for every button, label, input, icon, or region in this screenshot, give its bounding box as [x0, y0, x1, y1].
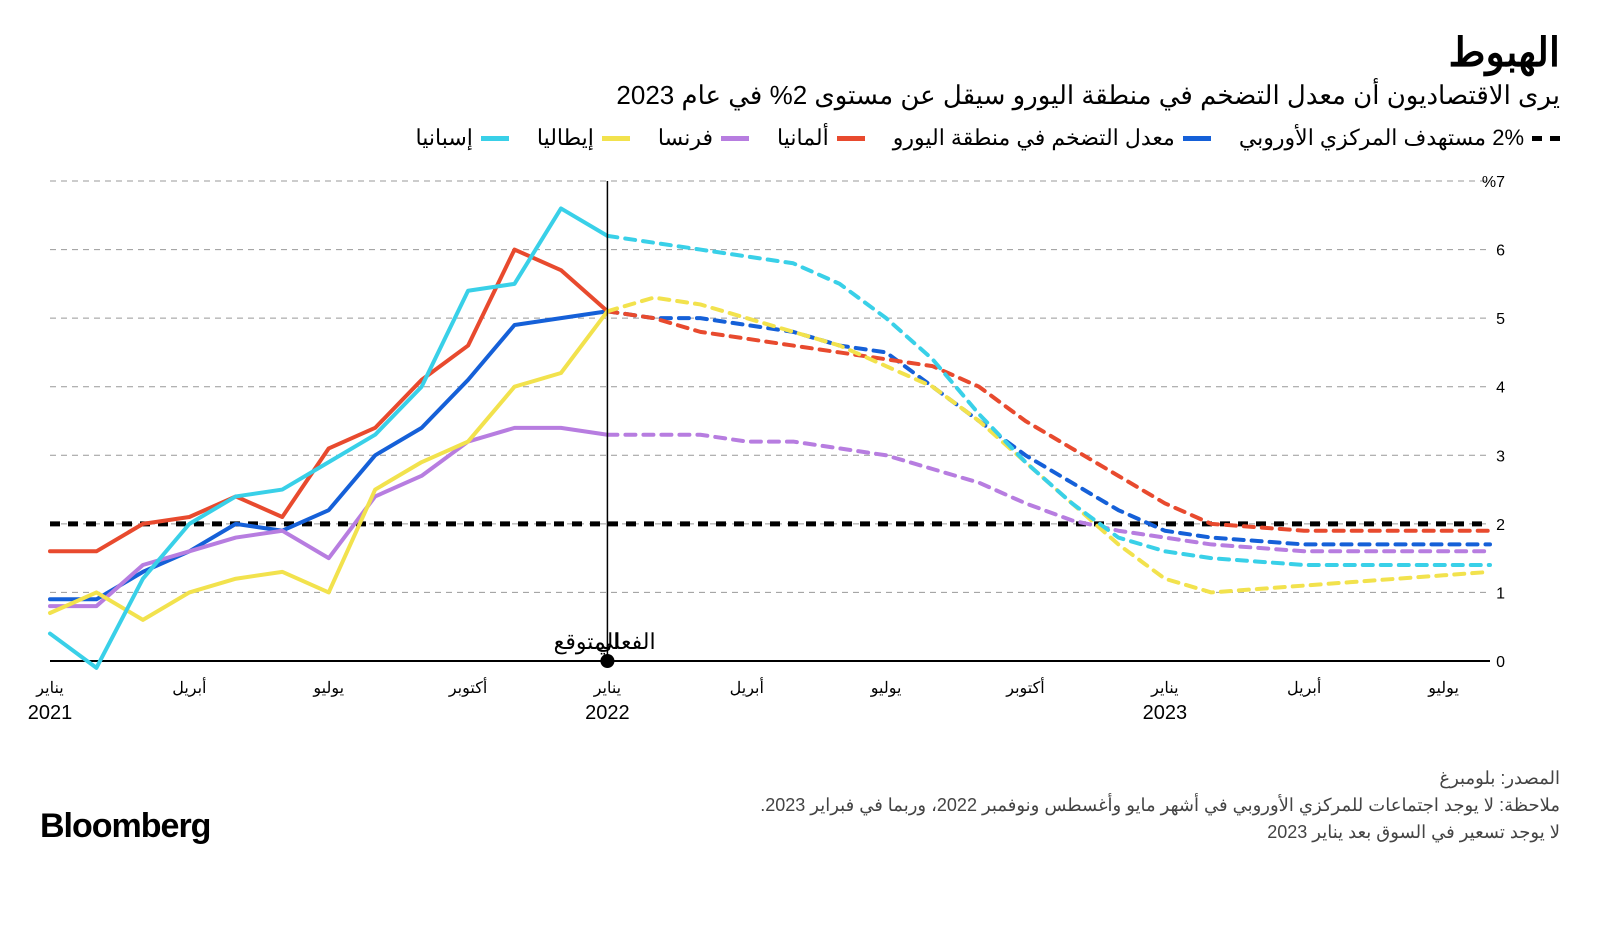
legend-label: معدل التضخم في منطقة اليورو	[893, 125, 1175, 151]
legend: 2% مستهدف المركزي الأوروبي معدل التضخم في…	[40, 125, 1560, 151]
y-tick-label: 0	[1496, 654, 1505, 671]
legend-label: ألمانيا	[777, 125, 829, 151]
x-tick-year: 2022	[585, 702, 630, 724]
legend-item: إسبانيا	[416, 125, 509, 151]
source-text: المصدر: بلومبرغ	[760, 765, 1560, 792]
x-tick-label: أبريل	[730, 677, 764, 697]
series-spain-actual	[50, 208, 607, 667]
series-germany-actual	[50, 250, 607, 552]
legend-swatch	[1532, 136, 1560, 141]
note-text-2: لا يوجد تسعير في السوق بعد يناير 2023	[760, 819, 1560, 846]
y-tick-label: 1	[1496, 585, 1505, 602]
legend-swatch	[481, 136, 509, 141]
legend-label: إيطاليا	[537, 125, 594, 151]
y-tick-label: 4	[1496, 380, 1505, 397]
legend-item: إيطاليا	[537, 125, 630, 151]
divider-dot-icon	[600, 654, 614, 668]
legend-item: معدل التضخم في منطقة اليورو	[893, 125, 1211, 151]
chart-subtitle: يرى الاقتصاديون أن معدل التضخم في منطقة …	[40, 80, 1560, 111]
legend-item: ألمانيا	[777, 125, 865, 151]
y-tick-label: 5	[1496, 311, 1505, 328]
legend-item: 2% مستهدف المركزي الأوروبي	[1239, 125, 1560, 151]
series-italy-forecast	[607, 298, 1490, 593]
legend-swatch	[837, 136, 865, 141]
divider-label-forecast: المتوقع	[554, 629, 620, 655]
x-tick-label: يناير	[1150, 680, 1178, 697]
y-tick-label: 6	[1496, 243, 1505, 260]
x-tick-label: أكتوبر	[1005, 677, 1044, 697]
series-germany-forecast	[607, 311, 1490, 530]
x-tick-label: أبريل	[1287, 677, 1321, 697]
x-tick-label: يوليو	[870, 680, 902, 697]
legend-label: إسبانيا	[416, 125, 473, 151]
y-tick-label: 3	[1496, 448, 1505, 465]
y-tick-label: 2	[1496, 517, 1505, 534]
legend-swatch	[602, 136, 630, 141]
line-chart: 0123456%7يناير2021أبريليوليوأكتوبريناير2…	[40, 161, 1560, 751]
x-tick-year: 2021	[28, 702, 73, 724]
x-tick-label: أبريل	[172, 677, 206, 697]
y-tick-label: %7	[1482, 174, 1505, 191]
legend-item: فرنسا	[658, 125, 749, 151]
series-euroarea-forecast	[607, 311, 1490, 544]
x-tick-label: يناير	[35, 680, 63, 697]
x-tick-label: يناير	[593, 680, 621, 697]
legend-label: 2% مستهدف المركزي الأوروبي	[1239, 125, 1524, 151]
brand-logo: Bloomberg	[40, 807, 210, 846]
x-tick-year: 2023	[1143, 702, 1188, 724]
series-france-forecast	[607, 435, 1490, 552]
chart-title: الهبوط	[40, 30, 1560, 76]
series-spain-forecast	[607, 236, 1490, 565]
note-text-1: ملاحظة: لا يوجد اجتماعات للمركزي الأوروب…	[760, 792, 1560, 819]
legend-swatch	[721, 136, 749, 141]
x-tick-label: يوليو	[312, 680, 344, 697]
legend-swatch	[1183, 136, 1211, 141]
x-tick-label: أكتوبر	[448, 677, 487, 697]
x-tick-label: يوليو	[1427, 680, 1459, 697]
chart-footer: المصدر: بلومبرغ ملاحظة: لا يوجد اجتماعات…	[40, 765, 1560, 846]
legend-label: فرنسا	[658, 125, 713, 151]
